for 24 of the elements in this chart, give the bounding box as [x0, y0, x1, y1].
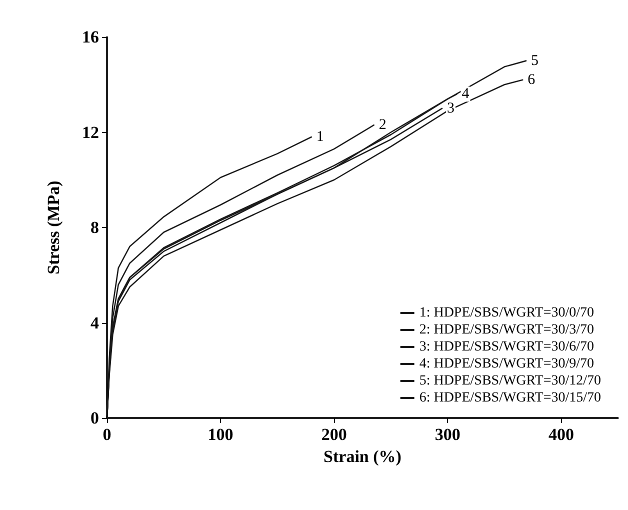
y-tick-label: 0	[90, 408, 99, 428]
annotation: 2	[378, 117, 386, 134]
y-tick-label: 4	[90, 313, 100, 332]
legend-label: 2: HDPE/SBS/WGRT=30/3/70	[419, 322, 594, 338]
annotation: 6	[528, 72, 536, 88]
legend-label: 4: HDPE/SBS/WGRT=30/9/70	[419, 356, 594, 372]
annotation: 4	[462, 86, 470, 102]
x-tick-label: 0	[102, 425, 112, 444]
annotation: 1	[316, 129, 324, 146]
annotation: 5	[531, 52, 539, 69]
y-tick-label: 16	[82, 28, 99, 46]
x-tick-label: 400	[548, 425, 574, 444]
x-tick-label: 300	[434, 425, 460, 444]
legend-label: 5: HDPE/SBS/WGRT=30/12/70	[419, 374, 601, 388]
y-tick-label: 12	[82, 122, 99, 142]
annotation: 3	[446, 100, 454, 116]
y-axis-title: Stress (MPa)	[44, 180, 63, 274]
y-tick-label: 8	[90, 218, 99, 237]
x-tick-label: 200	[321, 425, 347, 444]
legend-label: 3: HDPE/SBS/WGRT=30/6/70	[419, 340, 594, 354]
legend-label: 1: HDPE/SBS/WGRT=30/0/70	[419, 306, 594, 320]
x-axis-title: Strain (%)	[324, 447, 402, 466]
x-tick-label: 100	[208, 425, 234, 444]
legend-label: 6: HDPE/SBS/WGRT=30/15/70	[419, 390, 601, 406]
